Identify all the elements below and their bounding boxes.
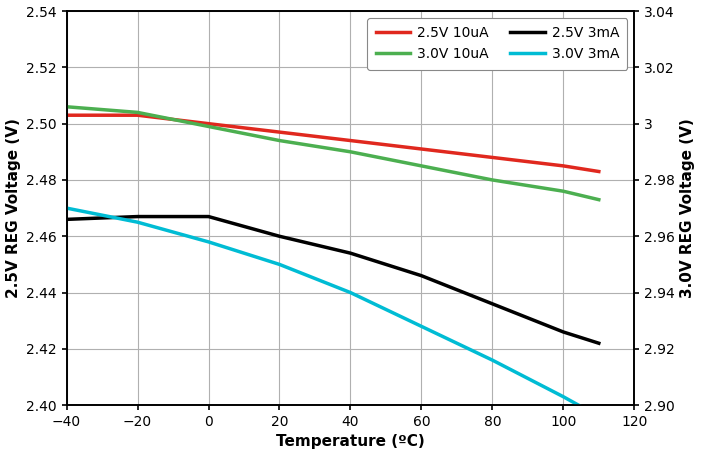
2.5V 3mA [594,340,603,346]
X-axis label: Temperature (ºC): Temperature (ºC) [276,435,425,450]
3.0V 3mA [133,219,142,225]
3.0V 3mA [417,324,426,329]
3.0V 10uA [559,188,568,194]
2.5V 3mA [204,214,212,219]
2.5V 10uA [204,121,212,126]
Line: 2.5V 10uA: 2.5V 10uA [67,115,599,172]
3.0V 10uA [62,104,71,110]
3.0V 10uA [275,138,284,143]
3.0V 3mA [204,239,212,245]
3.0V 3mA [559,394,568,399]
2.5V 10uA [62,112,71,118]
2.5V 10uA [594,169,603,174]
3.0V 10uA [204,124,212,129]
2.5V 10uA [488,155,496,160]
2.5V 3mA [275,233,284,239]
Line: 2.5V 3mA: 2.5V 3mA [67,217,599,343]
3.0V 3mA [346,290,355,295]
2.5V 10uA [275,129,284,135]
2.5V 3mA [346,250,355,256]
2.5V 3mA [62,217,71,222]
Y-axis label: 2.5V REG Voltage (V): 2.5V REG Voltage (V) [6,118,20,298]
3.0V 10uA [417,163,426,169]
3.0V 3mA [488,357,496,363]
Legend: 2.5V 10uA, 3.0V 10uA, 2.5V 3mA, 3.0V 3mA: 2.5V 10uA, 3.0V 10uA, 2.5V 3mA, 3.0V 3mA [367,18,627,70]
2.5V 10uA [133,112,142,118]
3.0V 10uA [133,110,142,115]
3.0V 10uA [594,197,603,202]
2.5V 3mA [559,329,568,335]
3.0V 3mA [62,205,71,211]
2.5V 10uA [559,163,568,169]
2.5V 10uA [346,138,355,143]
3.0V 10uA [346,149,355,155]
3.0V 3mA [275,262,284,267]
3.0V 3mA [594,414,603,419]
2.5V 10uA [417,146,426,152]
Y-axis label: 3.0V REG Voltage (V): 3.0V REG Voltage (V) [681,118,695,298]
2.5V 3mA [417,273,426,278]
2.5V 3mA [488,301,496,307]
Line: 3.0V 10uA: 3.0V 10uA [67,107,599,200]
2.5V 3mA [133,214,142,219]
Line: 3.0V 3mA: 3.0V 3mA [67,208,599,416]
3.0V 10uA [488,177,496,183]
